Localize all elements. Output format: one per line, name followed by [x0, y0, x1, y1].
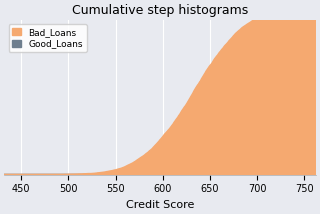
Title: Cumulative step histograms: Cumulative step histograms [72, 4, 248, 17]
X-axis label: Credit Score: Credit Score [126, 200, 194, 210]
Legend: Bad_Loans, Good_Loans: Bad_Loans, Good_Loans [9, 24, 87, 52]
